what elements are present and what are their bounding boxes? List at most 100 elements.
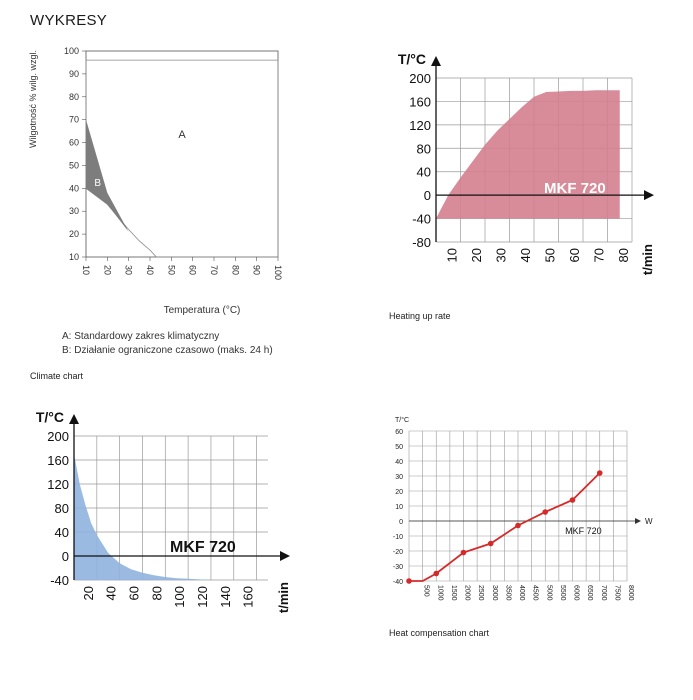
comp-xtick-label: 500 — [423, 585, 430, 597]
comp-xtick-label: 5000 — [545, 585, 552, 601]
comp-xtick-label: 2500 — [477, 585, 484, 601]
heat-compensation-chart: -40 -30 -20 -10 0 10 20 30 40 50 60 500 1000 1500 2000… — [393, 416, 653, 601]
comp-xtick-label: 5500 — [559, 585, 566, 601]
cooling-ytick-label: 80 — [55, 501, 69, 516]
heating-ytick-label: -80 — [412, 235, 431, 250]
heating-ytick-label: 80 — [417, 141, 431, 156]
climate-ytick-label: 70 — [69, 115, 79, 125]
comp-data-point — [542, 509, 549, 515]
heating-ytick-label: 0 — [424, 188, 431, 203]
comp-xtick-label: 7000 — [600, 585, 607, 601]
climate-ytick-label: 10 — [69, 252, 79, 262]
climate-label-b: B — [94, 178, 101, 189]
cooling-series-label: MKF 720 — [170, 539, 236, 556]
comp-data-point — [515, 522, 521, 529]
climate-ytick-label: 30 — [69, 206, 79, 216]
comp-xtick-label: 4500 — [532, 585, 539, 601]
comp-xtick-label: 3000 — [491, 585, 498, 601]
comp-data-point — [433, 570, 440, 577]
cooling-ylabel: T/°C — [36, 409, 64, 425]
climate-xtick-label: 100 — [273, 265, 283, 280]
cooling-xtick-label: 40 — [104, 586, 119, 600]
cooling-ytick-label: 40 — [55, 525, 69, 540]
legend-region-a: A: Standardowy zakres klimatyczny — [62, 331, 220, 342]
climate-region-b-area — [86, 119, 129, 232]
heating-xtick-label: 60 — [567, 248, 582, 262]
comp-ytick-label: 20 — [395, 489, 403, 496]
cooling-xtick-label: 140 — [218, 586, 233, 608]
climate-ytick-label: 40 — [69, 183, 79, 193]
heating-ytick-label: 120 — [409, 118, 431, 133]
climate-xtick-label: 50 — [166, 265, 176, 275]
climate-ytick-label: 90 — [69, 69, 79, 79]
cooling-xtick-label: 100 — [172, 586, 187, 608]
climate-ytick-label: 50 — [69, 160, 79, 170]
heating-chart: -80 -40 0 40 80 120 160 200 10 20 30 40 50 60 70 80 T/°C… — [398, 51, 655, 275]
cooling-xtick-label: 20 — [81, 586, 96, 600]
climate-ytick-label: 60 — [69, 138, 79, 148]
comp-data-point — [487, 540, 494, 547]
climate-xtick-label: 10 — [81, 265, 91, 275]
heating-caption: Heating up rate — [389, 311, 451, 321]
heating-ytick-label: 160 — [409, 94, 431, 109]
heating-ytick-label: 200 — [409, 71, 431, 86]
heating-ylabel: T/°C — [398, 51, 426, 67]
heating-y-arrow — [431, 56, 441, 66]
climate-xtick-label: 30 — [124, 265, 134, 275]
comp-ytick-label: 0 — [399, 519, 403, 526]
comp-xlabel: W — [645, 517, 653, 526]
comp-xtick-label: 1500 — [450, 585, 457, 601]
climate-chart: A B 10 20 30 40 50 60 70 80 90 100 10 20 30 40 50 60 70 80 9… — [28, 46, 283, 316]
heating-xtick-label: 10 — [445, 248, 460, 262]
compensation-caption: Heat compensation chart — [389, 628, 490, 638]
comp-ylabel: T/°C — [395, 416, 409, 424]
climate-ytick-label: 100 — [64, 46, 79, 56]
comp-ytick-label: 30 — [395, 474, 403, 481]
cooling-xlabel: t/min — [276, 582, 291, 613]
page-title: WYKRESY — [30, 12, 108, 29]
climate-xlabel: Temperatura (°C) — [164, 305, 241, 316]
cooling-xtick-label: 80 — [149, 586, 164, 600]
cooling-x-arrow — [280, 551, 290, 561]
heating-xtick-label: 30 — [494, 248, 509, 262]
comp-xtick-label: 3500 — [504, 585, 511, 601]
comp-xtick-label: 7500 — [613, 585, 620, 601]
cooling-xtick-label: 160 — [241, 586, 256, 608]
climate-caption: Climate chart — [30, 371, 84, 381]
comp-ytick-label: 10 — [395, 504, 403, 511]
cooling-ytick-label: 0 — [62, 549, 69, 564]
comp-ytick-label: -40 — [393, 579, 403, 586]
legend-region-b: B: Działanie ograniczone czasowo (maks. … — [62, 345, 273, 356]
climate-xtick-label: 20 — [102, 265, 112, 275]
heating-xtick-label: 50 — [543, 248, 558, 262]
heating-x-arrow — [644, 190, 654, 201]
comp-ytick-label: 40 — [395, 459, 403, 466]
heating-xtick-label: 20 — [469, 248, 484, 262]
comp-xtick-label: 1000 — [436, 585, 443, 601]
heating-xtick-label: 80 — [616, 248, 631, 262]
heating-area — [436, 90, 620, 219]
climate-xtick-label: 80 — [230, 265, 240, 275]
comp-data-point — [406, 578, 412, 584]
heating-xtick-label: 40 — [518, 248, 533, 262]
comp-ytick-label: 50 — [395, 444, 403, 451]
cooling-ytick-label: -40 — [50, 573, 69, 588]
cooling-ytick-label: 160 — [47, 453, 69, 468]
comp-series-label: MKF 720 — [565, 526, 602, 536]
cooling-area — [74, 454, 211, 580]
comp-data-point — [569, 497, 576, 503]
heating-series-label: MKF 720 — [544, 180, 606, 197]
climate-label-a: A — [178, 129, 186, 141]
comp-ytick-label: -10 — [393, 534, 403, 541]
climate-ytick-label: 20 — [69, 229, 79, 239]
climate-xtick-label: 70 — [209, 265, 219, 275]
cooling-xtick-label: 120 — [195, 586, 210, 608]
heating-ytick-label: 40 — [417, 165, 431, 180]
comp-x-arrow — [635, 518, 641, 524]
climate-xtick-label: 90 — [252, 265, 262, 275]
climate-ytick-label: 80 — [69, 92, 79, 102]
heating-xtick-label: 70 — [592, 248, 607, 262]
cooling-chart: -40 0 40 80 120 160 200 20 40 60 80 100 120 140 160 T/°… — [36, 409, 291, 613]
comp-xtick-label: 4000 — [518, 585, 525, 601]
cooling-y-arrow — [69, 414, 79, 424]
